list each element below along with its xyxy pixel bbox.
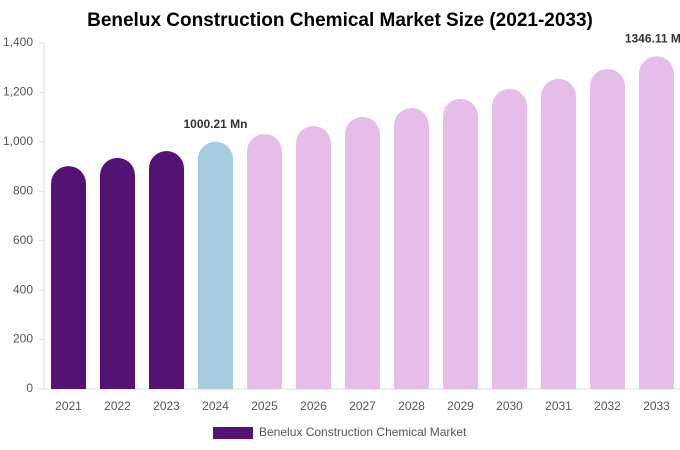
x-tick-label: 2027 bbox=[349, 399, 376, 413]
x-tick-label: 2023 bbox=[153, 399, 180, 413]
bar bbox=[296, 126, 331, 389]
x-tick-label: 2028 bbox=[398, 399, 425, 413]
y-tick-label: 200 bbox=[13, 332, 33, 346]
x-tick-label: 2031 bbox=[545, 399, 572, 413]
bar bbox=[198, 141, 233, 389]
bar bbox=[51, 166, 86, 389]
bar bbox=[443, 98, 478, 389]
bar bbox=[394, 107, 429, 390]
bar bbox=[100, 157, 135, 389]
x-tick-label: 2033 bbox=[643, 399, 670, 413]
bar bbox=[149, 151, 184, 389]
y-tick-label: 400 bbox=[13, 282, 33, 296]
chart-title: Benelux Construction Chemical Market Siz… bbox=[87, 10, 593, 31]
x-tick-label: 2021 bbox=[55, 399, 82, 413]
bar bbox=[590, 68, 625, 389]
y-tick-label: 0 bbox=[26, 381, 33, 395]
x-tick-label: 2024 bbox=[202, 399, 229, 413]
bar bbox=[247, 133, 282, 389]
bar bbox=[345, 116, 380, 389]
x-tick-label: 2025 bbox=[251, 399, 278, 413]
y-tick-label: 600 bbox=[13, 233, 33, 247]
y-tick-label: 1,200 bbox=[3, 85, 33, 99]
y-tick-label: 800 bbox=[13, 183, 33, 197]
bar bbox=[639, 56, 674, 389]
x-tick-label: 2030 bbox=[496, 399, 523, 413]
x-tick-label: 2029 bbox=[447, 399, 474, 413]
x-tick-label: 2026 bbox=[300, 399, 327, 413]
legend-swatch bbox=[213, 427, 253, 439]
x-tick-label: 2032 bbox=[594, 399, 621, 413]
bar bbox=[541, 78, 576, 389]
value-label: 1000.21 Mn bbox=[183, 117, 247, 131]
legend-label: Benelux Construction Chemical Market bbox=[259, 425, 467, 439]
bar bbox=[492, 88, 527, 390]
y-tick-label: 1,000 bbox=[3, 134, 33, 148]
value-label: 1346.11 Mn bbox=[625, 31, 680, 45]
y-tick-label: 1,400 bbox=[3, 35, 33, 49]
x-tick-label: 2022 bbox=[104, 399, 131, 413]
